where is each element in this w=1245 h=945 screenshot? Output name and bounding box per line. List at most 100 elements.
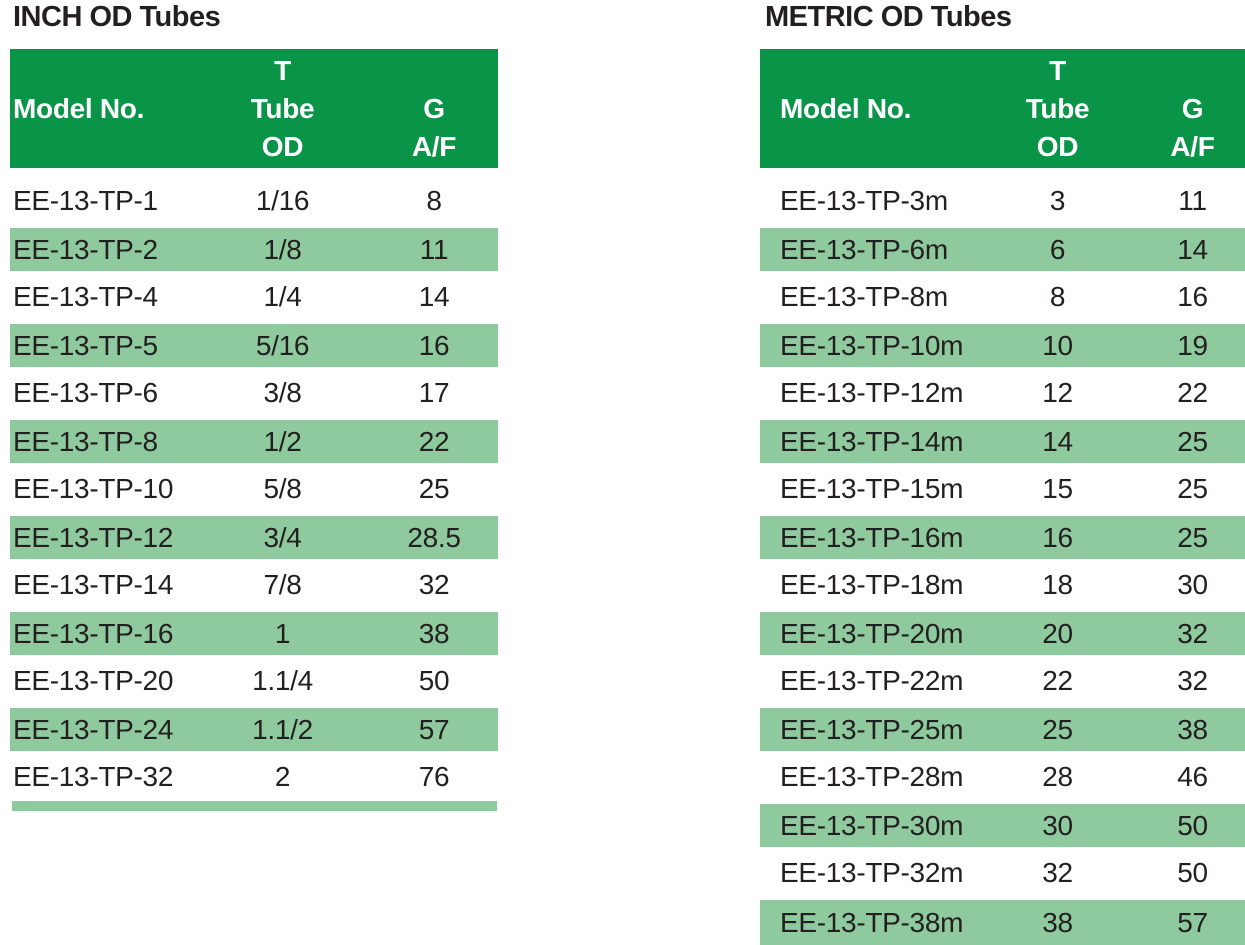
model-no-cell: EE-13-TP-14m: [780, 425, 964, 457]
table-row: EE-13-TP-15m 15 25: [760, 465, 1245, 513]
model-no-cell: EE-13-TP-15m: [780, 473, 964, 504]
tube-od-cell: 12: [1042, 377, 1073, 408]
g-af-cell: 57: [1177, 906, 1208, 938]
metric-table-rows: EE-13-TP-3m 3 11 EE-13-TP-6m 6 14 EE-13-TP-8m 8…: [760, 177, 1245, 945]
column-header-tube-od-line: T: [1049, 54, 1066, 86]
table-row: EE-13-TP-1 1/16 8: [10, 177, 498, 225]
model-no-cell: EE-13-TP-8m: [780, 281, 948, 312]
g-af-cell: 38: [418, 617, 450, 649]
column-header-tube-od-line: OD: [1036, 130, 1079, 162]
column-header-g-af-line: A/F: [411, 131, 457, 162]
g-af-cell: 8: [426, 185, 442, 216]
tube-od-cell: 18: [1042, 569, 1073, 600]
tube-od-cell: 1: [274, 617, 291, 649]
model-no-cell: EE-13-TP-20m: [780, 617, 964, 649]
g-af-cell: 38: [1177, 713, 1208, 745]
column-header-tube-od-line: Tube: [1025, 92, 1090, 124]
inch-table-footer-bar: [12, 801, 497, 811]
table-row: EE-13-TP-14m 14 25: [760, 417, 1245, 465]
g-af-cell: 14: [1177, 233, 1208, 265]
column-header-tube-od-line: T: [274, 54, 291, 86]
tube-od-cell: 8: [1049, 281, 1066, 312]
g-af-cell: 19: [1177, 329, 1208, 361]
tube-od-cell: 32: [1042, 857, 1073, 888]
table-row: EE-13-TP-32m 32 50: [760, 849, 1245, 897]
model-no-cell: EE-13-TP-25m: [780, 713, 964, 745]
g-af-cell: 50: [1177, 857, 1208, 888]
table-row: EE-13-TP-16m 16 25: [760, 513, 1245, 561]
table-row: EE-13-TP-10m 10 19: [760, 321, 1245, 369]
model-no-cell: EE-13-TP-16m: [780, 521, 964, 553]
model-no-cell: EE-13-TP-38m: [780, 906, 964, 938]
tube-od-cell: 25: [1042, 713, 1073, 745]
column-header-tube-od-line: OD: [261, 130, 304, 162]
model-no-cell: EE-13-TP-24: [13, 713, 174, 745]
g-af-cell: 22: [1177, 377, 1208, 408]
table-row: EE-13-TP-4 1/4 14: [10, 273, 498, 321]
tube-od-cell: 1/4: [263, 281, 302, 312]
g-af-cell: 32: [1177, 665, 1208, 696]
tube-od-cell: 3: [1049, 185, 1066, 216]
model-no-cell: EE-13-TP-12: [13, 521, 174, 553]
tube-od-cell: 1.1/4: [252, 665, 313, 696]
column-header-model-no: Model No.: [10, 49, 195, 168]
column-header-g-af: G A/F: [1140, 49, 1245, 168]
inch-table-title: INCH OD Tubes: [13, 1, 221, 33]
g-af-cell: 50: [418, 665, 450, 696]
table-row: EE-13-TP-8m 8 16: [760, 273, 1245, 321]
table-row: EE-13-TP-16 1 38: [10, 609, 498, 657]
table-row: EE-13-TP-3m 3 11: [760, 177, 1245, 225]
g-af-cell: 32: [418, 569, 450, 600]
model-no-cell: EE-13-TP-8: [13, 425, 158, 457]
column-header-g-af-line: A/F: [1170, 131, 1215, 162]
column-header-model-no-label: Model No.: [13, 92, 145, 124]
g-af-cell: 11: [419, 233, 449, 265]
g-af-cell: 16: [1177, 281, 1208, 312]
tube-od-cell: 1/8: [263, 233, 302, 265]
model-no-cell: EE-13-TP-2: [13, 233, 158, 265]
tube-od-cell: 3/8: [263, 377, 302, 408]
model-no-cell: EE-13-TP-4: [13, 281, 158, 312]
table-row: EE-13-TP-12 3/4 28.5: [10, 513, 498, 561]
table-row: EE-13-TP-32 2 76: [10, 753, 498, 801]
model-no-cell: EE-13-TP-20: [13, 665, 174, 696]
g-af-cell: 22: [418, 425, 450, 457]
model-no-cell: EE-13-TP-12m: [780, 377, 964, 408]
table-row: EE-13-TP-38m 38 57: [760, 897, 1245, 945]
tube-od-cell: 7/8: [263, 569, 302, 600]
column-header-tube-od: T Tube OD: [975, 49, 1140, 168]
table-row: EE-13-TP-14 7/8 32: [10, 561, 498, 609]
table-row: EE-13-TP-24 1.1/2 57: [10, 705, 498, 753]
metric-table-title: METRIC OD Tubes: [765, 1, 1012, 33]
table-row: EE-13-TP-6m 6 14: [760, 225, 1245, 273]
tube-od-cell: 28: [1042, 761, 1073, 792]
model-no-cell: EE-13-TP-6: [13, 377, 158, 408]
table-row: EE-13-TP-20 1.1/4 50: [10, 657, 498, 705]
g-af-cell: 57: [418, 713, 450, 745]
model-no-cell: EE-13-TP-10: [13, 473, 174, 504]
g-af-cell: 46: [1177, 761, 1208, 792]
table-row: EE-13-TP-30m 30 50: [760, 801, 1245, 849]
g-af-cell: 25: [1177, 425, 1208, 457]
table-row: EE-13-TP-2 1/8 11: [10, 225, 498, 273]
inch-od-tubes-table: INCH OD Tubes Model No. T Tube OD G A/F …: [10, 0, 498, 811]
model-no-cell: EE-13-TP-28m: [780, 761, 964, 792]
g-af-cell: 25: [1177, 473, 1208, 504]
tube-od-cell: 16: [1042, 521, 1073, 553]
column-header-model-no: Model No.: [760, 49, 975, 168]
tube-od-cell: 3/4: [263, 521, 302, 553]
g-af-cell: 32: [1177, 617, 1208, 649]
model-no-cell: EE-13-TP-22m: [780, 665, 964, 696]
table-row: EE-13-TP-18m 18 30: [760, 561, 1245, 609]
model-no-cell: EE-13-TP-1: [13, 185, 158, 216]
g-af-cell: 50: [1177, 809, 1208, 841]
tube-od-cell: 38: [1042, 906, 1073, 938]
metric-table-header: Model No. T Tube OD G A/F: [760, 49, 1245, 168]
column-header-tube-od-line: Tube: [250, 92, 315, 124]
tube-od-cell: 1.1/2: [252, 713, 313, 745]
model-no-cell: EE-13-TP-16: [13, 617, 174, 649]
inch-table-header: Model No. T Tube OD G A/F: [10, 49, 498, 168]
g-af-cell: 14: [418, 281, 450, 312]
column-header-g-af-line: G: [423, 93, 445, 124]
model-no-cell: EE-13-TP-18m: [780, 569, 964, 600]
